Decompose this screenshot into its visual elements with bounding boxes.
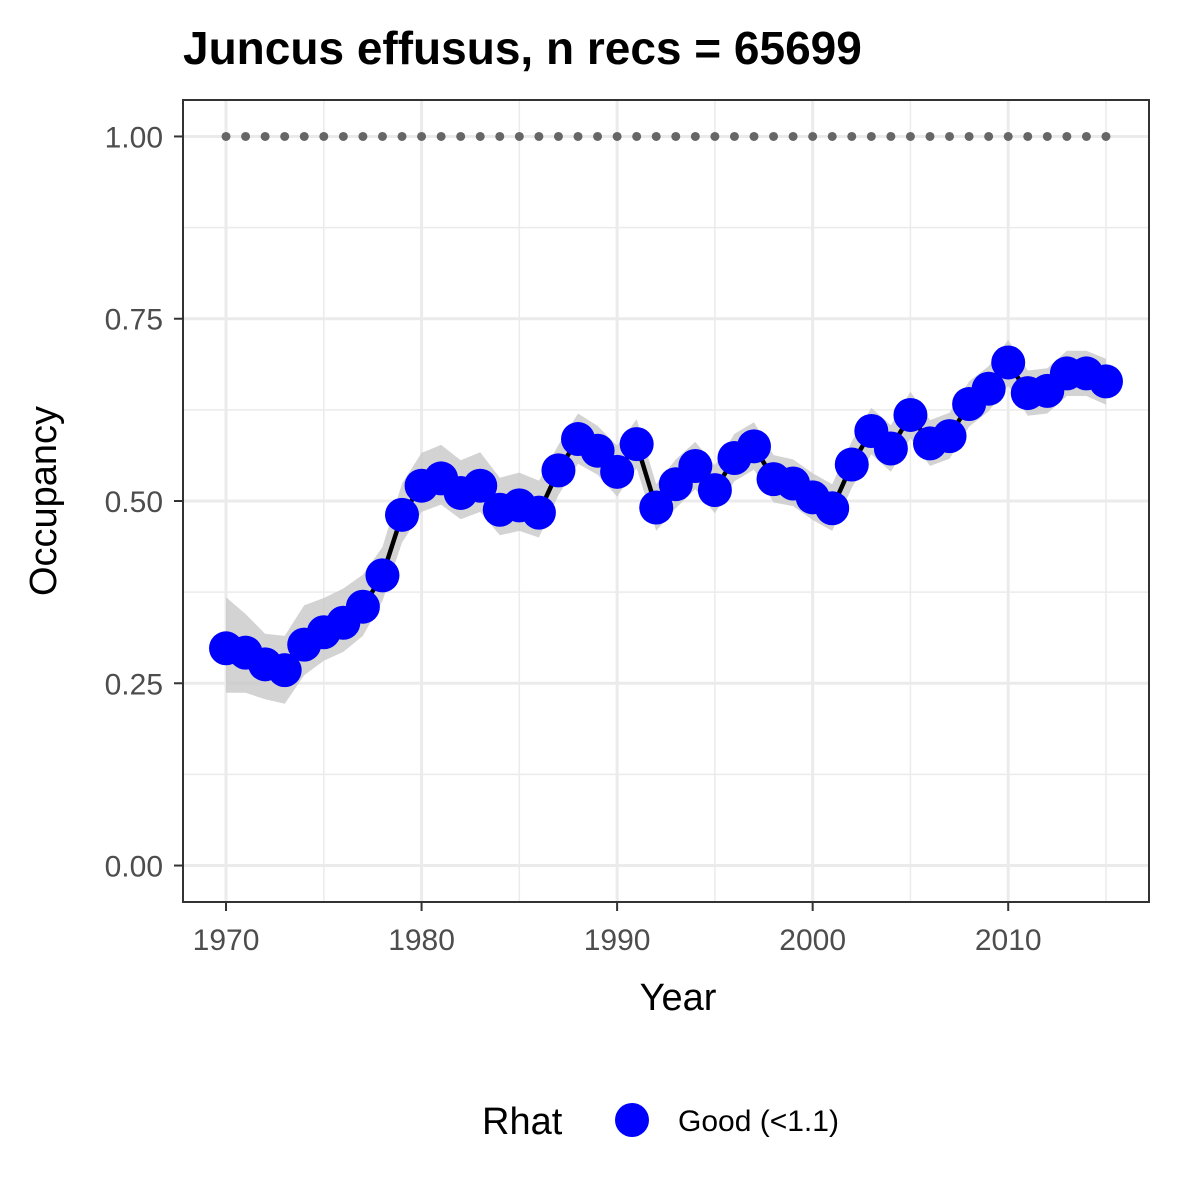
legend: Rhat Good (<1.1) xyxy=(482,1101,839,1143)
reference-dot xyxy=(1062,131,1072,141)
grid-lines xyxy=(183,100,1149,902)
reference-dot xyxy=(710,131,720,141)
reference-dot xyxy=(651,131,661,141)
reference-dot xyxy=(377,131,387,141)
reference-dot xyxy=(945,131,955,141)
reference-dot xyxy=(221,131,231,141)
chart-title: Juncus effusus, n recs = 65699 xyxy=(183,22,862,74)
reference-dot xyxy=(729,131,739,141)
reference-line xyxy=(221,131,1111,141)
reference-dot xyxy=(514,131,524,141)
reference-dot xyxy=(397,131,407,141)
x-axis: 1970 1980 1990 2000 2010 xyxy=(193,902,1042,957)
data-point xyxy=(1088,364,1123,399)
reference-dot xyxy=(1081,131,1091,141)
reference-dot xyxy=(866,131,876,141)
data-point xyxy=(932,419,967,454)
y-axis: 0.00 0.25 0.50 0.75 1.00 xyxy=(105,121,183,884)
reference-dot xyxy=(788,131,798,141)
data-point xyxy=(619,427,654,462)
reference-dot xyxy=(475,131,485,141)
reference-dot xyxy=(984,131,994,141)
y-tick-label: 0.75 xyxy=(105,304,163,337)
reference-dot xyxy=(964,131,974,141)
x-axis-title: Year xyxy=(640,977,717,1019)
reference-dot xyxy=(808,131,818,141)
data-point xyxy=(697,473,732,508)
reference-dot xyxy=(925,131,935,141)
reference-dot xyxy=(417,131,427,141)
data-point xyxy=(834,447,869,482)
x-tick-label: 2010 xyxy=(975,924,1042,957)
reference-dot xyxy=(1042,131,1052,141)
x-tick-label: 1980 xyxy=(388,924,455,957)
reference-dot xyxy=(749,131,759,141)
reference-dot xyxy=(671,131,681,141)
data-point xyxy=(600,454,635,489)
reference-dot xyxy=(1101,131,1111,141)
reference-dot xyxy=(905,131,915,141)
data-point xyxy=(893,397,928,432)
data-point xyxy=(267,653,302,688)
data-point xyxy=(365,558,400,593)
reference-dot xyxy=(534,131,544,141)
reference-dot xyxy=(690,131,700,141)
reference-dot xyxy=(827,131,837,141)
x-tick-label: 1970 xyxy=(193,924,260,957)
data-point xyxy=(541,453,576,488)
data-point xyxy=(639,490,674,525)
reference-dot xyxy=(847,131,857,141)
reference-dot xyxy=(319,131,329,141)
data-point xyxy=(991,345,1026,380)
y-tick-label: 0.00 xyxy=(105,851,163,884)
x-tick-label: 1990 xyxy=(584,924,651,957)
legend-label-good: Good (<1.1) xyxy=(678,1105,839,1138)
y-tick-label: 0.25 xyxy=(105,668,163,701)
reference-dot xyxy=(553,131,563,141)
reference-dot xyxy=(632,131,642,141)
reference-dot xyxy=(358,131,368,141)
reference-dot xyxy=(260,131,270,141)
reference-dot xyxy=(593,131,603,141)
reference-dot xyxy=(495,131,505,141)
data-point xyxy=(873,431,908,466)
y-axis-title: Occupancy xyxy=(23,406,65,596)
reference-dot xyxy=(338,131,348,141)
x-tick-label: 2000 xyxy=(779,924,846,957)
reference-dot xyxy=(769,131,779,141)
reference-dot xyxy=(436,131,446,141)
reference-dot xyxy=(1003,131,1013,141)
data-point xyxy=(463,468,498,503)
legend-key-good xyxy=(615,1103,649,1137)
data-point xyxy=(521,495,556,530)
data-point xyxy=(971,371,1006,406)
data-point xyxy=(345,589,380,624)
reference-dot xyxy=(573,131,583,141)
reference-dot xyxy=(1023,131,1033,141)
reference-dot xyxy=(886,131,896,141)
data-point xyxy=(736,429,771,464)
data-point xyxy=(815,491,850,526)
data-points xyxy=(209,345,1123,688)
reference-dot xyxy=(241,131,251,141)
y-tick-label: 1.00 xyxy=(105,121,163,154)
reference-dot xyxy=(456,131,466,141)
legend-title: Rhat xyxy=(482,1101,563,1143)
data-point xyxy=(385,497,420,532)
y-tick-label: 0.50 xyxy=(105,486,163,519)
reference-dot xyxy=(299,131,309,141)
reference-dot xyxy=(612,131,622,141)
reference-dot xyxy=(280,131,290,141)
data-point xyxy=(678,449,713,484)
